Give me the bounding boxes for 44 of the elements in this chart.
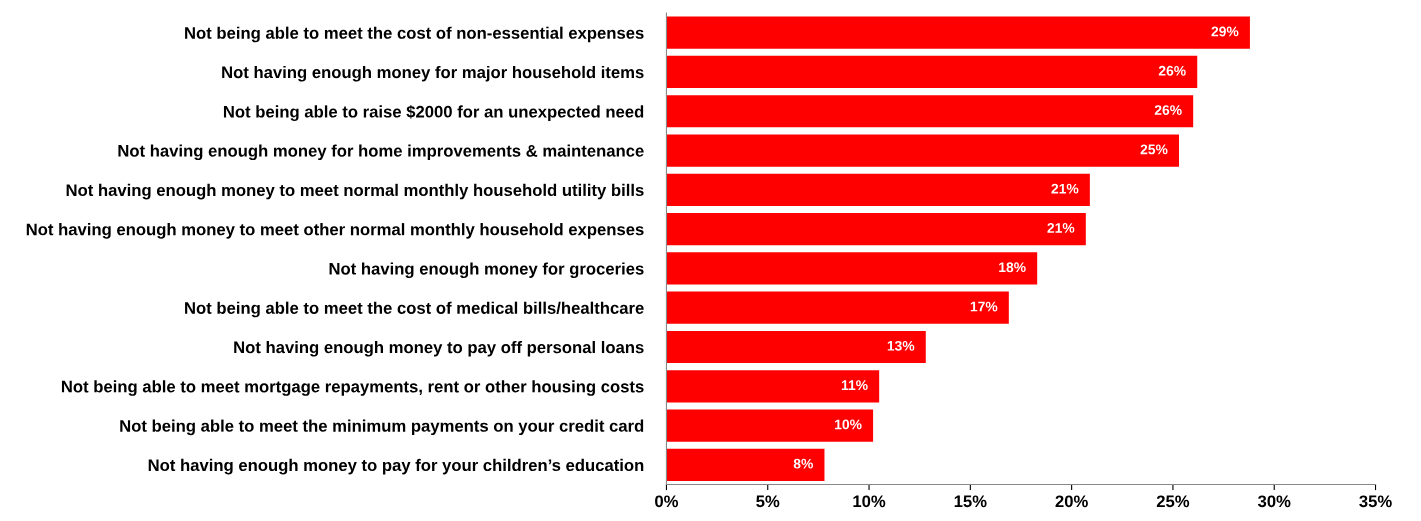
y-tick-label: Not being able to meet the cost of medical bills/healthcare [185, 301, 644, 318]
x-tick-label: 5% [756, 495, 780, 508]
data-label: 17% [970, 301, 998, 312]
bar [666, 330, 926, 364]
data-label: 25% [1140, 144, 1168, 155]
x-tick-label: 20% [1055, 495, 1088, 508]
x-tick-label: 30% [1257, 495, 1291, 508]
bar [666, 291, 1009, 324]
data-label: 21% [1047, 223, 1075, 233]
bar [666, 448, 825, 481]
data-label: 10% [835, 419, 862, 430]
x-tick-label: 10% [853, 495, 886, 508]
data-label: 11% [841, 380, 868, 390]
data-label: 13% [887, 340, 915, 351]
y-tick-label: Not having enough money to pay for your children’s education [148, 458, 644, 475]
bar [666, 213, 1086, 246]
data-label: 26% [1158, 65, 1186, 76]
x-tick-label: 25% [1156, 495, 1190, 508]
bar [666, 409, 874, 442]
y-tick-label: Not having enough money for groceries [329, 262, 644, 278]
x-tick-label: 15% [954, 495, 987, 508]
bar [666, 134, 1180, 167]
y-tick-label: Not having enough money to pay off personal loans [234, 340, 644, 357]
data-label: 8% [793, 458, 813, 469]
y-tick-label: Not being able to meet the cost of non-essential expenses [185, 26, 644, 43]
bar [666, 173, 1090, 206]
y-tick-label: Not being able to meet mortgage repayments, rent or other housing costs [61, 380, 644, 396]
y-tick-label: Not being able to meet the minimum payments on your credit card [120, 419, 644, 436]
bar [666, 252, 1038, 285]
data-label: 21% [1051, 183, 1079, 194]
y-tick-label: Not having enough money to meet normal monthly household utility bills [66, 183, 644, 200]
data-label: 18% [999, 262, 1026, 273]
bar [666, 370, 880, 403]
x-tick-label: 0% [655, 495, 679, 508]
y-tick-label: Not having enough money to meet other normal monthly household expenses [26, 223, 644, 239]
bar [666, 16, 1250, 49]
y-tick-label: Not having enough money for major household items [222, 65, 644, 82]
bar [666, 55, 1198, 89]
bar [666, 95, 1194, 128]
data-label: 29% [1211, 26, 1239, 37]
y-tick-label: Not being able to raise $2000 for an unexpected need [223, 105, 644, 121]
x-tick-label: 35% [1359, 495, 1392, 508]
data-label: 26% [1154, 105, 1182, 115]
y-tick-label: Not having enough money for home improvements & maintenance [118, 144, 644, 161]
